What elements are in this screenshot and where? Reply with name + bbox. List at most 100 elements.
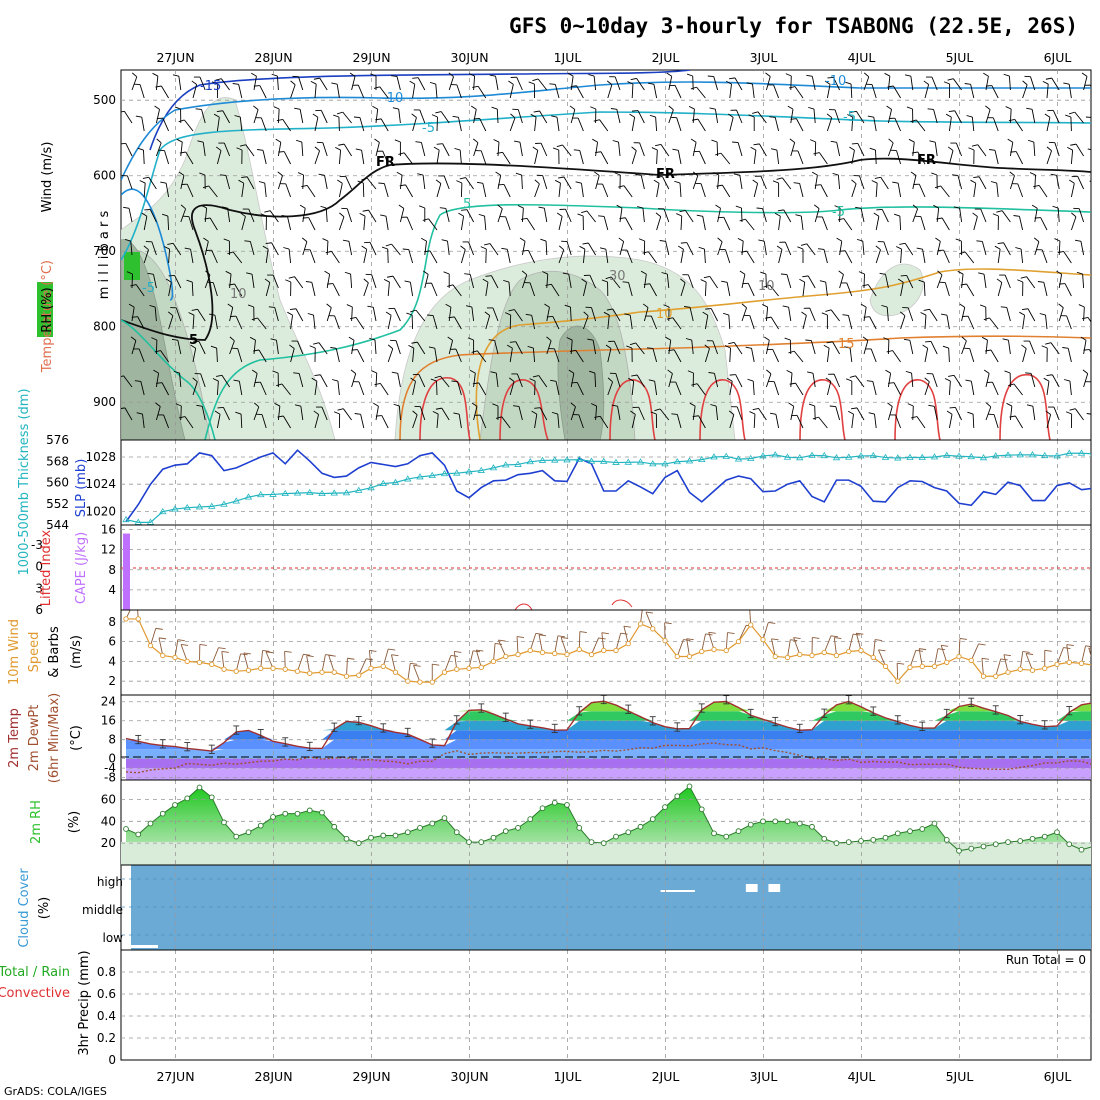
upper-wind-barb <box>717 208 721 223</box>
surface-wind-barb <box>180 644 188 662</box>
upper-wind-barb <box>967 316 975 330</box>
upper-wind-barb <box>411 113 417 118</box>
upper-wind-barb <box>989 149 996 151</box>
wind-speed-marker <box>552 650 558 657</box>
upper-wind-barb <box>907 307 914 322</box>
upper-wind-barb <box>324 175 328 190</box>
upper-wind-barb <box>313 342 320 345</box>
upper-wind-barb <box>471 402 478 407</box>
upper-wind-barb <box>465 177 474 190</box>
upper-wind-barb <box>480 150 487 165</box>
upper-wind-barb <box>980 208 987 223</box>
upper-wind-barb <box>503 279 510 283</box>
surface-wind-barb <box>615 633 622 651</box>
upper-wind-barb <box>447 284 454 287</box>
upper-wind-barb <box>229 307 234 322</box>
upper-wind-barb <box>855 375 865 388</box>
upper-wind-barb <box>125 143 133 157</box>
upper-wind-barb <box>468 73 475 77</box>
precip-tick-label: 0.4 <box>97 1009 116 1023</box>
upper-wind-barb <box>570 402 576 408</box>
upper-wind-barb <box>1075 143 1084 157</box>
upper-wind-barb <box>327 283 334 285</box>
upper-wind-barb <box>912 208 919 223</box>
upper-wind-barb <box>1004 370 1011 374</box>
upper-wind-barb <box>192 84 198 99</box>
upper-wind-barb <box>153 274 157 289</box>
date-axis-top: 27JUN 28JUN 29JUN 30JUN 1JUL 2JUL 3JUL 4JUL 5JUL… <box>156 50 1071 65</box>
upper-wind-barb <box>293 372 300 374</box>
upper-wind-barb <box>398 109 401 124</box>
surface-wind-barb <box>382 648 389 667</box>
upper-wind-barb <box>653 179 660 184</box>
rh-marker <box>221 819 227 826</box>
upper-wind-barb <box>216 414 221 429</box>
surface-wind-barb <box>1085 645 1091 648</box>
upper-wind-barb <box>957 270 964 275</box>
upper-wind-barb <box>814 175 818 190</box>
wind-15-contour <box>149 70 691 151</box>
upper-wind-barb <box>728 113 734 118</box>
rh-tick-label: 20 <box>101 836 116 850</box>
surface-wind-barb <box>578 631 581 650</box>
upper-wind-barb <box>668 373 673 388</box>
upper-wind-barb <box>787 105 794 110</box>
upper-wind-barb <box>739 218 746 222</box>
surface-wind-barb <box>620 632 628 635</box>
upper-wind-barb <box>665 336 671 341</box>
rh-marker <box>600 840 607 847</box>
upper-wind-barb <box>454 147 461 151</box>
thickness-marker <box>453 469 461 476</box>
upper-wind-barb <box>452 115 459 118</box>
upper-wind-barb <box>863 307 867 322</box>
upper-wind-barb <box>489 243 499 256</box>
upper-wind-barb <box>638 238 645 242</box>
upper-wind-barb <box>121 110 125 113</box>
upper-wind-barb <box>496 108 499 124</box>
upper-wind-barb <box>435 179 442 184</box>
li-tick-label: 3 <box>35 581 43 595</box>
upper-wind-barb <box>850 83 853 99</box>
surface-wind-barb <box>218 647 226 650</box>
wind-speed-marker <box>735 638 742 645</box>
upper-wind-barb <box>918 279 925 283</box>
upper-wind-barb <box>332 379 339 382</box>
temp-label-line-3: (6hr Min/Max) <box>47 693 62 783</box>
upper-wind-barb <box>723 217 731 231</box>
wind-label-line-1: 10m Wind <box>7 619 22 685</box>
surface-wind-barb <box>347 657 355 660</box>
panel-separators <box>121 439 1091 951</box>
clear-sky-patch <box>660 890 695 892</box>
pressure-tick-label: 500 <box>93 93 116 107</box>
surface-wind-barb <box>328 654 336 657</box>
surface-wind-barb <box>516 636 525 638</box>
upper-wind-barb <box>509 341 516 343</box>
upper-wind-barb <box>924 84 930 99</box>
upper-wind-barb <box>216 374 223 377</box>
upper-wind-barb <box>667 369 673 374</box>
upper-wind-barb <box>298 373 304 388</box>
upper-wind-barb <box>277 415 284 418</box>
upper-wind-barb <box>566 337 573 341</box>
upper-wind-barb <box>753 413 756 429</box>
upper-wind-barb <box>746 82 753 85</box>
upper-wind-barb <box>672 148 679 151</box>
upper-wind-barb <box>501 416 511 429</box>
surface-wind-barb <box>749 610 752 625</box>
upper-wind-barb <box>473 76 476 91</box>
upper-wind-barb <box>906 106 913 110</box>
upper-wind-barb <box>830 140 837 143</box>
upper-wind-barb <box>398 406 401 421</box>
upper-wind-barb <box>786 369 793 374</box>
upper-wind-barb <box>602 183 609 198</box>
upper-wind-barb <box>1020 249 1024 264</box>
upper-wind-barb <box>160 181 167 184</box>
upper-wind-barb <box>320 374 328 388</box>
thickness-marker <box>930 453 939 460</box>
upper-wind-barb <box>607 84 613 99</box>
upper-wind-barb <box>714 373 719 388</box>
upper-wind-barb <box>983 317 990 321</box>
upper-wind-barb <box>151 337 158 341</box>
upper-wind-barb <box>618 237 624 242</box>
